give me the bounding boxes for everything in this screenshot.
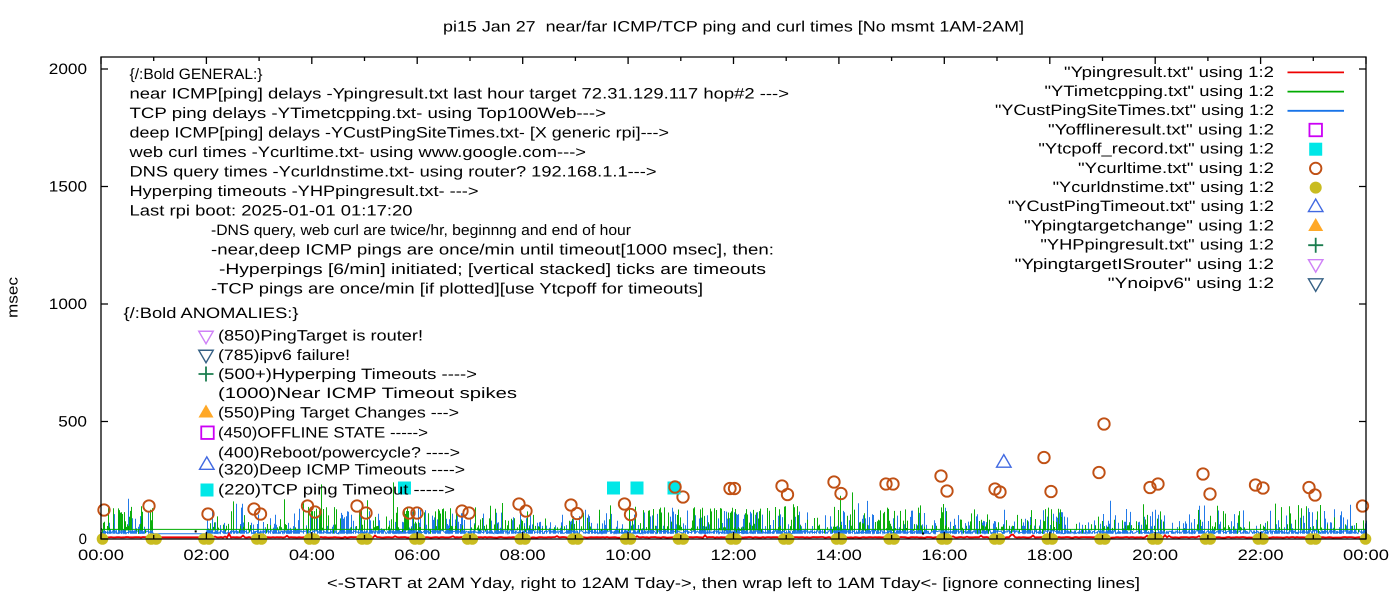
svg-text:"YpingtargetISrouter" using 1:: "YpingtargetISrouter" using 1:2 [1015, 256, 1274, 273]
svg-text:1500: 1500 [49, 179, 87, 196]
svg-text:00:00: 00:00 [1343, 547, 1389, 564]
svg-text:500: 500 [58, 414, 87, 431]
svg-text:-near,deep ICMP pings are once: -near,deep ICMP pings are once/min until… [211, 241, 774, 258]
svg-text:"Ypingresult.txt" using 1:2: "Ypingresult.txt" using 1:2 [1064, 64, 1274, 81]
svg-text:(320)Deep ICMP Timeouts ---->: (320)Deep ICMP Timeouts ----> [218, 461, 465, 478]
svg-text:"YCustPingTimeout.txt" using 1: "YCustPingTimeout.txt" using 1:2 [1008, 198, 1274, 215]
svg-text:-DNS query, web curl are twice: -DNS query, web curl are twice/hr, begin… [211, 222, 631, 239]
svg-text:DNS query times -Ycurldnstime.: DNS query times -Ycurldnstime.txt- using… [130, 163, 657, 180]
svg-text:"YCustPingSiteTimes.txt" using: "YCustPingSiteTimes.txt" using 1:2 [995, 102, 1274, 119]
svg-text:(220)TCP ping Timeout ----->: (220)TCP ping Timeout -----> [218, 482, 455, 499]
svg-text:22:00: 22:00 [1238, 547, 1284, 564]
svg-text:"Ytcpoff_record.txt" using 1:2: "Ytcpoff_record.txt" using 1:2 [1038, 141, 1274, 158]
svg-text:02:00: 02:00 [183, 547, 229, 564]
svg-text:-TCP pings are once/min [if pl: -TCP pings are once/min [if plotted][use… [211, 280, 703, 297]
svg-text:2000: 2000 [49, 61, 87, 78]
svg-text:-Hyperpings [6/min] initiated;: -Hyperpings [6/min] initiated; [vertical… [219, 261, 766, 278]
svg-text:04:00: 04:00 [289, 547, 335, 564]
svg-text:{/:Bold GENERAL:}: {/:Bold GENERAL:} [130, 66, 263, 83]
svg-text:Last rpi boot: 2025-01-01 01:1: Last rpi boot: 2025-01-01 01:17:20 [130, 202, 413, 219]
svg-text:(500+)Hyperping Timeouts ---->: (500+)Hyperping Timeouts ----> [218, 366, 477, 383]
svg-text:(400)Reboot/powercycle? ---->: (400)Reboot/powercycle? ----> [218, 445, 460, 462]
svg-text:(850)PingTarget is router!: (850)PingTarget is router! [218, 328, 423, 345]
svg-text:"Ynoipv6" using 1:2: "Ynoipv6" using 1:2 [1108, 275, 1274, 292]
svg-text:"Ypingtargetchange" using 1:2: "Ypingtargetchange" using 1:2 [1024, 217, 1274, 234]
svg-text:"YHPpingresult.txt" using 1:2: "YHPpingresult.txt" using 1:2 [1040, 237, 1274, 254]
svg-text:deep ICMP[ping] delays -YCustP: deep ICMP[ping] delays -YCustPingSiteTim… [130, 124, 670, 141]
svg-text:18:00: 18:00 [1027, 547, 1073, 564]
svg-text:20:00: 20:00 [1132, 547, 1178, 564]
svg-text:06:00: 06:00 [394, 547, 440, 564]
svg-text:"Ycurltime.txt" using 1:2: "Ycurltime.txt" using 1:2 [1078, 160, 1274, 177]
svg-text:08:00: 08:00 [500, 547, 546, 564]
svg-text:(550)Ping Target Changes --->: (550)Ping Target Changes ---> [218, 405, 459, 422]
svg-text:0: 0 [79, 531, 87, 548]
svg-text:(785)ipv6 failure!: (785)ipv6 failure! [218, 347, 350, 364]
svg-text:Hyperping timeouts -YHPpingres: Hyperping timeouts -YHPpingresult.txt- -… [130, 183, 479, 200]
svg-text:TCP ping delays -YTimetcpping.: TCP ping delays -YTimetcpping.txt- using… [130, 105, 607, 122]
svg-text:{/:Bold ANOMALIES:}: {/:Bold ANOMALIES:} [124, 305, 299, 322]
svg-text:"YTimetcpping.txt" using 1:2: "YTimetcpping.txt" using 1:2 [1045, 83, 1275, 100]
svg-text:(450)OFFLINE STATE ----->: (450)OFFLINE STATE -----> [218, 425, 428, 442]
svg-text:"Ycurldnstime.txt" using 1:2: "Ycurldnstime.txt" using 1:2 [1053, 179, 1274, 196]
svg-text:14:00: 14:00 [816, 547, 862, 564]
svg-text:web curl times -Ycurltime.txt-: web curl times -Ycurltime.txt- using www… [128, 144, 586, 161]
svg-text:(1000)Near ICMP Timeout spikes: (1000)Near ICMP Timeout spikes [218, 385, 517, 402]
svg-text:msec: msec [5, 276, 22, 318]
svg-text:<-START at 2AM Yday, right to: <-START at 2AM Yday, right to 12AM Tday-… [327, 575, 1140, 592]
svg-text:1000: 1000 [49, 296, 87, 313]
svg-text:10:00: 10:00 [605, 547, 651, 564]
svg-text:near ICMP[ping] delays -Ypingr: near ICMP[ping] delays -Ypingresult.txt … [130, 85, 790, 102]
svg-text:12:00: 12:00 [711, 547, 757, 564]
svg-text:"Yofflineresult.txt" using 1:2: "Yofflineresult.txt" using 1:2 [1048, 121, 1274, 138]
svg-text:16:00: 16:00 [921, 547, 967, 564]
svg-text:pi15 Jan 27 near/far ICMP/TCP: pi15 Jan 27 near/far ICMP/TCP ping and c… [443, 19, 1024, 36]
svg-text:00:00: 00:00 [78, 547, 124, 564]
